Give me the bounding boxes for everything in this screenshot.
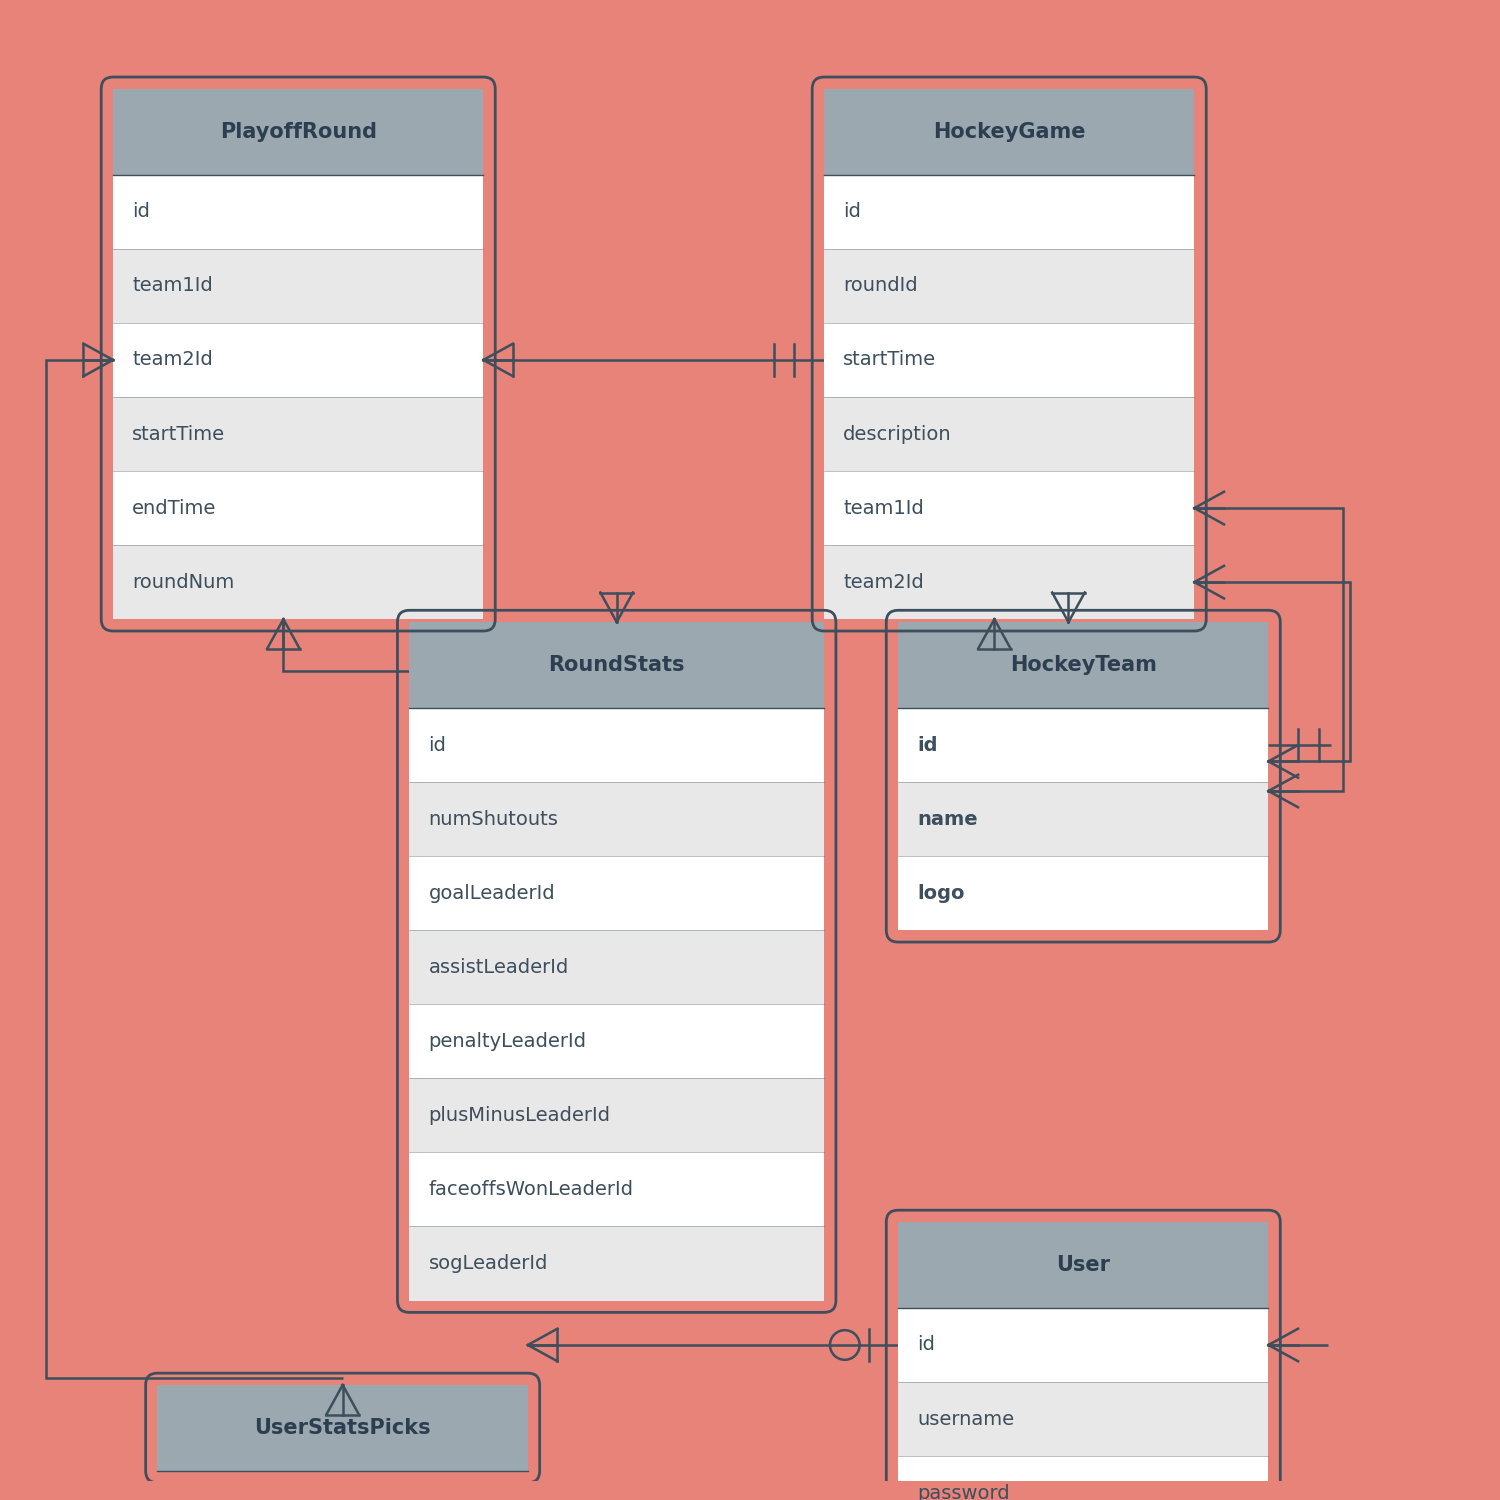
Bar	[410, 1005, 824, 1078]
Text: name: name	[918, 810, 978, 828]
Bar	[112, 88, 483, 176]
Text: UserStatsPicks: UserStatsPicks	[255, 1418, 430, 1438]
Bar	[898, 1222, 1269, 1308]
Text: id: id	[918, 1335, 936, 1354]
Bar	[898, 1382, 1269, 1456]
Text: team1Id: team1Id	[132, 276, 213, 296]
Text: sogLeaderId: sogLeaderId	[429, 1254, 548, 1274]
Bar	[112, 398, 483, 471]
Bar	[824, 249, 1194, 322]
Bar	[898, 782, 1269, 856]
Bar	[410, 622, 824, 708]
Text: endTime: endTime	[132, 498, 216, 517]
Text: username: username	[918, 1410, 1014, 1428]
Text: plusMinusLeaderId: plusMinusLeaderId	[429, 1106, 610, 1125]
Text: numShutouts: numShutouts	[429, 810, 558, 828]
Text: startTime: startTime	[843, 351, 936, 369]
Bar	[824, 88, 1194, 176]
Text: password: password	[918, 1484, 1010, 1500]
Text: id: id	[843, 202, 861, 222]
Text: startTime: startTime	[132, 424, 225, 444]
Text: assistLeaderId: assistLeaderId	[429, 958, 568, 976]
Text: roundNum: roundNum	[132, 573, 234, 591]
Bar	[824, 176, 1194, 249]
Text: goalLeaderId: goalLeaderId	[429, 884, 555, 903]
Bar	[824, 544, 1194, 620]
Text: HockeyGame: HockeyGame	[933, 122, 1086, 142]
Text: id: id	[918, 735, 938, 754]
Bar	[410, 1227, 824, 1300]
Text: logo: logo	[918, 884, 964, 903]
Text: User: User	[1056, 1256, 1110, 1275]
Bar	[410, 930, 824, 1005]
Text: PlayoffRound: PlayoffRound	[219, 122, 376, 142]
Text: team1Id: team1Id	[843, 498, 924, 517]
Bar	[158, 1384, 528, 1472]
Text: HockeyTeam: HockeyTeam	[1010, 656, 1156, 675]
Bar	[112, 249, 483, 322]
Bar	[898, 1308, 1269, 1382]
Text: id: id	[429, 735, 447, 754]
Text: faceoffsWonLeaderId: faceoffsWonLeaderId	[429, 1180, 633, 1198]
Bar	[898, 622, 1269, 708]
Bar	[824, 471, 1194, 544]
Text: id: id	[132, 202, 150, 222]
Bar	[898, 856, 1269, 930]
Bar	[898, 1456, 1269, 1500]
Bar	[410, 708, 824, 782]
Bar	[112, 176, 483, 249]
Bar	[112, 544, 483, 620]
Bar	[410, 782, 824, 856]
Bar	[410, 1152, 824, 1227]
Text: team2Id: team2Id	[132, 351, 213, 369]
Bar	[898, 708, 1269, 782]
Text: RoundStats: RoundStats	[549, 656, 686, 675]
Bar	[112, 471, 483, 544]
Text: team2Id: team2Id	[843, 573, 924, 591]
Bar	[410, 856, 824, 930]
Text: roundId: roundId	[843, 276, 918, 296]
Text: penaltyLeaderId: penaltyLeaderId	[429, 1032, 586, 1052]
Bar	[410, 1078, 824, 1152]
Bar	[824, 398, 1194, 471]
Text: description: description	[843, 424, 952, 444]
Bar	[824, 322, 1194, 398]
Bar	[112, 322, 483, 398]
